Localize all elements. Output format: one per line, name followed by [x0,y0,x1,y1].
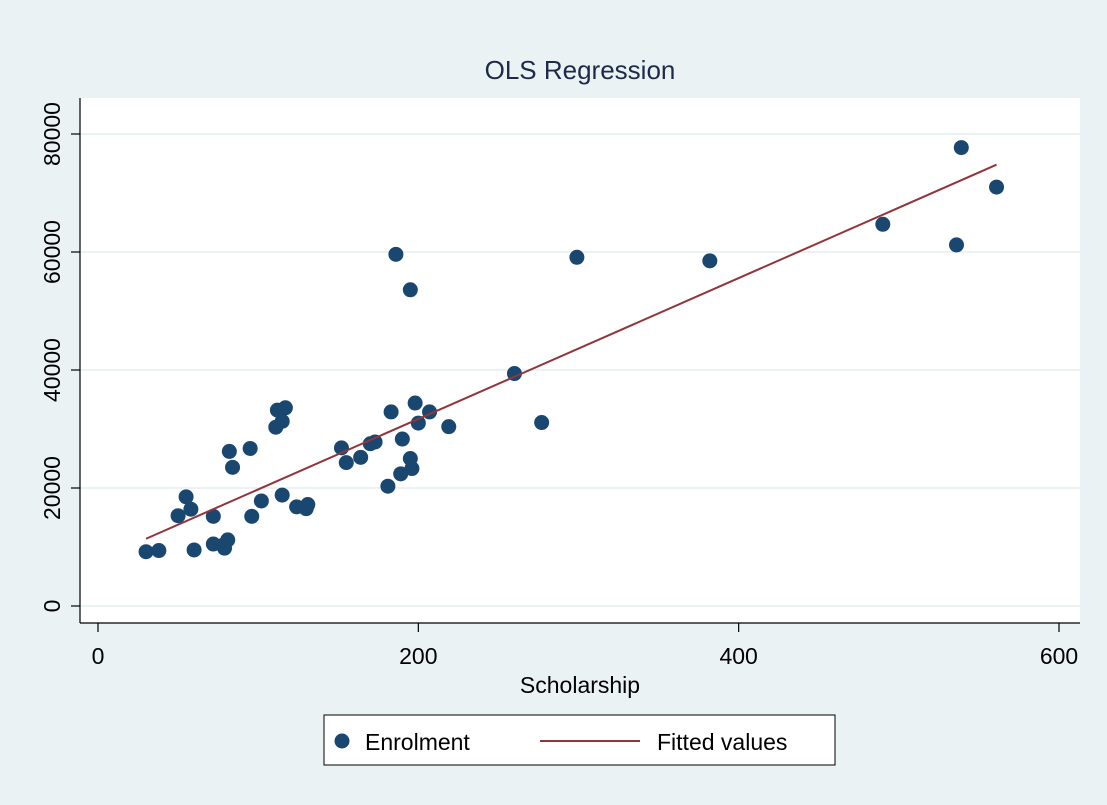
enrolment-point-37 [408,396,423,411]
enrolment-point-10 [220,532,235,547]
enrolment-point-47 [954,140,969,155]
enrolment-point-38 [411,416,426,431]
enrolment-point-13 [243,441,258,456]
enrolment-point-18 [275,488,290,503]
enrolment-point-40 [441,419,456,434]
y-tick-label-0: 0 [39,600,65,613]
enrolment-point-35 [403,282,418,297]
y-axis-ticks: 0 20000 40000 60000 80000 [39,102,80,612]
y-tick-label-2: 40000 [39,338,65,402]
enrolment-point-26 [353,450,368,465]
legend: Enrolment Fitted values [324,715,835,765]
x-axis-label: Scholarship [520,672,640,698]
enrolment-point-25 [339,455,354,470]
enrolment-point-14 [244,509,259,524]
enrolment-point-15 [254,493,269,508]
chart-title: OLS Regression [485,55,676,85]
legend-label-fitted-values: Fitted values [657,729,787,755]
enrolment-point-44 [702,253,717,268]
enrolment-point-36 [404,461,419,476]
enrolment-point-29 [380,479,395,494]
enrolment-point-11 [222,444,237,459]
x-axis-ticks: 0 200 400 600 [92,623,1079,669]
enrolment-point-2 [171,508,186,523]
enrolment-point-20 [278,400,293,415]
enrolment-point-42 [534,415,549,430]
enrolment-point-46 [949,237,964,252]
enrolment-point-4 [183,502,198,517]
enrolment-point-33 [395,432,410,447]
x-tick-label-3: 600 [1040,643,1078,669]
x-tick-label-0: 0 [92,643,105,669]
legend-label-enrolment: Enrolment [365,729,470,755]
enrolment-point-45 [875,217,890,232]
enrolment-point-1 [151,543,166,558]
x-tick-label-2: 400 [719,643,757,669]
enrolment-point-23 [300,497,315,512]
enrolment-point-5 [187,542,202,557]
x-tick-label-1: 200 [399,643,437,669]
y-tick-label-3: 60000 [39,220,65,284]
enrolment-point-31 [388,247,403,262]
enrolment-point-43 [569,250,584,265]
y-tick-label-1: 20000 [39,456,65,520]
enrolment-point-0 [139,544,154,559]
enrolment-point-48 [989,180,1004,195]
legend-marker-enrolment [335,734,350,749]
enrolment-point-30 [384,404,399,419]
enrolment-point-12 [225,460,240,475]
enrolment-point-19 [275,414,290,429]
y-tick-label-4: 80000 [39,102,65,166]
